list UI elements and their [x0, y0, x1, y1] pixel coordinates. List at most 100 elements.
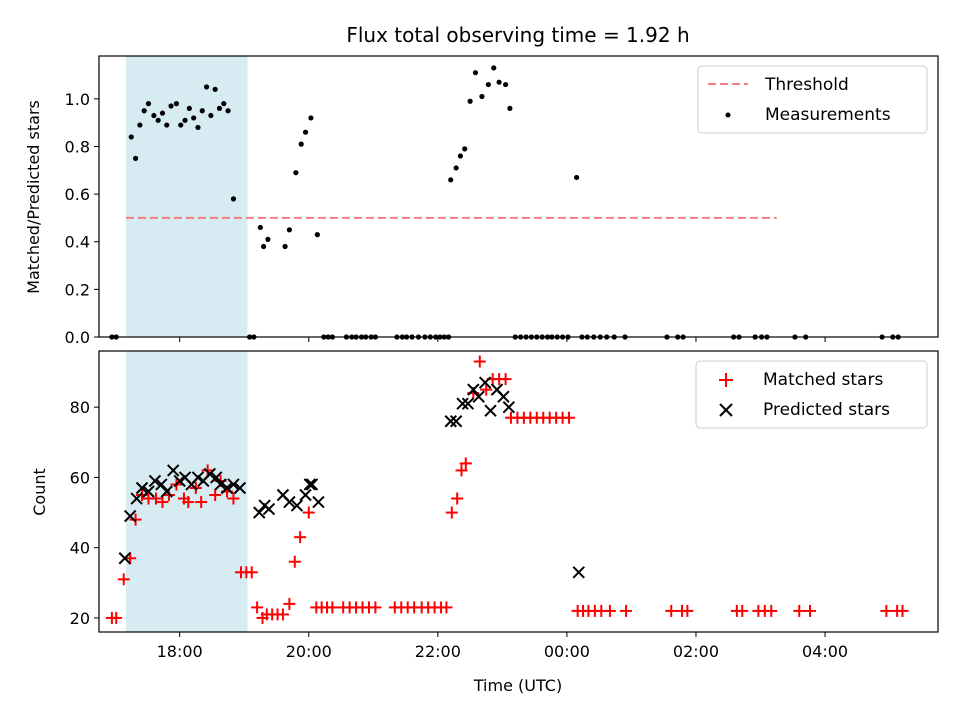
measurement-point — [314, 232, 320, 238]
matched-star-point — [156, 496, 169, 509]
matched-star-point — [369, 601, 382, 614]
predicted-star-point — [142, 485, 155, 498]
predicted-star-point — [478, 376, 492, 389]
predicted-star-point — [262, 502, 276, 516]
matched-star-point — [195, 496, 208, 509]
matched-star-point — [110, 611, 123, 624]
legend-predicted-swatch — [719, 403, 733, 417]
x-tick-label: 02:00 — [673, 642, 719, 661]
measurement-point — [491, 65, 497, 71]
predicted-star-point — [233, 481, 247, 495]
predicted-star-point — [305, 478, 319, 491]
matched-star-point — [459, 457, 472, 470]
predicted-star-point — [497, 390, 510, 403]
matched-star-point — [209, 489, 222, 502]
x-tick-label: 22:00 — [415, 642, 461, 661]
predicted-star-point — [472, 390, 485, 403]
measurement-point — [230, 196, 237, 202]
measurement-point — [216, 105, 223, 111]
matched-star-point — [150, 492, 163, 505]
measurement-point — [186, 105, 192, 111]
measurement-point — [151, 112, 157, 119]
predicted-star-point — [160, 485, 173, 498]
legend-matched-label: Matched stars — [763, 370, 883, 390]
measurement-point — [472, 70, 479, 76]
y-tick-label: 40 — [70, 539, 90, 558]
matched-star-point — [880, 604, 893, 617]
matched-star-point — [603, 604, 616, 617]
predicted-star-point — [312, 495, 325, 509]
bottom-legend: Matched stars Predicted stars — [695, 360, 928, 429]
predicted-star-point — [283, 495, 296, 509]
measurement-point — [573, 174, 580, 181]
predicted-star-point — [303, 478, 317, 491]
x-tick-label: 18:00 — [157, 642, 203, 661]
top-plot-frame — [98, 55, 939, 338]
y-tick-label: 0.4 — [65, 233, 90, 252]
top-highlight-band — [125, 56, 248, 337]
matched-star-point — [803, 604, 816, 617]
predicted-star-point — [148, 474, 162, 488]
bottom-legend-box — [695, 360, 928, 429]
measurement-point — [128, 134, 134, 140]
measurement-point — [448, 177, 454, 183]
measurement-point — [462, 146, 468, 152]
measurement-point — [182, 117, 188, 123]
matched-star-point — [302, 506, 315, 519]
measurement-point — [308, 115, 314, 121]
y-tick-label: 0.6 — [65, 185, 90, 204]
y-tick-label: 1.0 — [65, 90, 90, 109]
predicted-star-point — [173, 474, 186, 488]
measurement-point — [137, 122, 143, 128]
matched-star-point — [283, 597, 296, 610]
matched-star-point — [793, 604, 806, 617]
measurement-point — [132, 155, 139, 161]
measurement-point — [199, 108, 205, 114]
matched-star-point — [473, 355, 486, 368]
legend-measurements-swatch — [725, 112, 731, 118]
measurement-point — [168, 103, 174, 109]
y-tick-label: 0.8 — [65, 137, 90, 156]
predicted-star-point — [191, 471, 205, 484]
predicted-star-point — [135, 481, 149, 495]
measurement-point — [485, 81, 491, 88]
predicted-star-point — [253, 506, 266, 519]
predicted-star-point — [227, 478, 240, 491]
predicted-star-point — [502, 400, 516, 414]
predicted-star-point — [456, 397, 469, 410]
measurement-point — [457, 153, 464, 159]
matched-star-point — [665, 604, 678, 617]
y-tick-label: 0.2 — [65, 280, 90, 299]
measurement-point — [496, 79, 502, 85]
measurement-point — [282, 243, 288, 250]
predicted-star-point — [461, 397, 475, 410]
measurement-point — [141, 108, 147, 114]
matched-star-point — [681, 604, 694, 617]
measurement-point — [173, 101, 180, 107]
legend-predicted-label: Predicted stars — [763, 400, 890, 420]
y-tick-label: 80 — [70, 398, 90, 417]
matched-star-point — [288, 555, 301, 568]
matched-star-point — [765, 604, 778, 617]
predicted-stars-series — [118, 376, 585, 579]
bottom-y-axis: 20 40 60 80 — [70, 398, 99, 628]
measurement-point — [298, 141, 304, 147]
predicted-star-point — [484, 404, 497, 417]
measurement-point — [159, 110, 166, 116]
measurement-point — [302, 129, 309, 135]
predicted-star-point — [444, 415, 457, 428]
matched-star-point — [251, 601, 264, 614]
measurement-point — [293, 170, 299, 176]
predicted-star-point — [167, 464, 180, 477]
predicted-star-point — [299, 488, 312, 502]
top-legend: Threshold Measurements — [697, 65, 928, 134]
y-tick-label: 0.0 — [65, 328, 90, 347]
matched-star-point — [294, 531, 307, 544]
measurement-point — [286, 227, 292, 233]
predicted-star-point — [203, 467, 216, 481]
y-tick-label: 20 — [70, 609, 90, 628]
matched-star-point — [620, 604, 633, 617]
matched-star-point — [563, 411, 576, 424]
matched-star-point — [129, 513, 142, 526]
top-x-axis-ticks — [179, 337, 826, 342]
